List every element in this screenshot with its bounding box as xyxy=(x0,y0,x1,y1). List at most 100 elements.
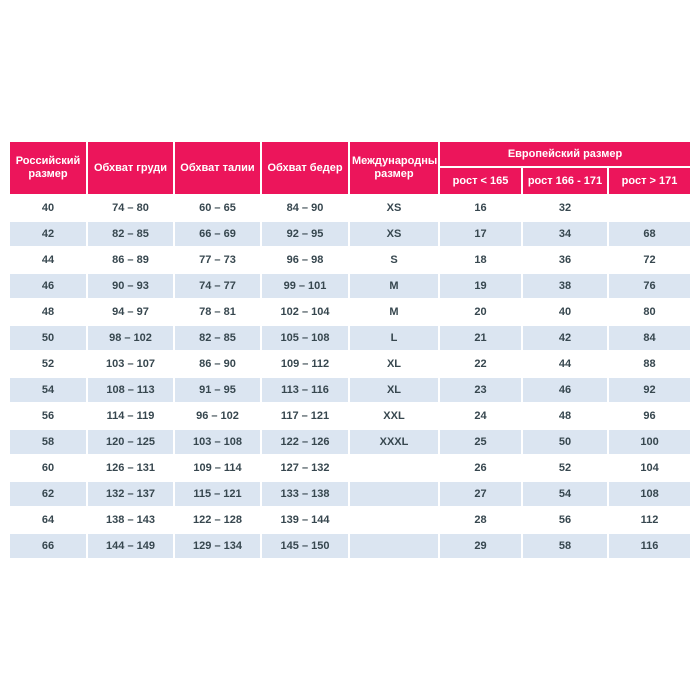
table-cell: 91 – 95 xyxy=(175,378,260,402)
table-cell: 48 xyxy=(10,300,86,324)
table-cell: 52 xyxy=(523,456,607,480)
table-cell: 19 xyxy=(440,274,521,298)
table-cell: 108 – 113 xyxy=(88,378,173,402)
table-cell: 60 – 65 xyxy=(175,196,260,220)
table-cell: L xyxy=(350,326,438,350)
table-row: 44 86 – 89 77 – 73 96 – 98 S 18 36 72 xyxy=(10,248,691,272)
table-cell: 74 – 77 xyxy=(175,274,260,298)
table-cell: 40 xyxy=(10,196,86,220)
table-cell: M xyxy=(350,300,438,324)
table-cell: 62 xyxy=(10,482,86,506)
table-row: 52 103 – 107 86 – 90 109 – 112 XL 22 44 88 xyxy=(10,352,691,376)
size-chart-container: Российский размер Обхват груди Обхват та… xyxy=(8,140,693,560)
header-height-166-171: рост 166 - 171 xyxy=(523,168,607,194)
table-cell: 48 xyxy=(523,404,607,428)
table-body: 40 74 – 80 60 – 65 84 – 90 XS 16 32 42 82 – 85 66… xyxy=(10,196,691,558)
table-cell: 26 xyxy=(440,456,521,480)
table-cell: 82 – 85 xyxy=(88,222,173,246)
table-cell: 129 – 134 xyxy=(175,534,260,558)
table-cell: 74 – 80 xyxy=(88,196,173,220)
table-cell: 103 – 108 xyxy=(175,430,260,454)
table-cell xyxy=(350,482,438,506)
header-russian-size: Российский размер xyxy=(10,142,86,194)
table-cell: S xyxy=(350,248,438,272)
table-cell: 127 – 132 xyxy=(262,456,348,480)
header-height-under-165: рост < 165 xyxy=(440,168,521,194)
table-cell: 133 – 138 xyxy=(262,482,348,506)
table-cell: 96 – 102 xyxy=(175,404,260,428)
table-cell: 139 – 144 xyxy=(262,508,348,532)
table-cell: 82 – 85 xyxy=(175,326,260,350)
table-cell: 94 – 97 xyxy=(88,300,173,324)
table-cell xyxy=(350,508,438,532)
table-cell: 16 xyxy=(440,196,521,220)
table-cell: 66 xyxy=(10,534,86,558)
table-cell: 78 – 81 xyxy=(175,300,260,324)
table-cell: 20 xyxy=(440,300,521,324)
table-cell: XXXL xyxy=(350,430,438,454)
table-cell: 90 – 93 xyxy=(88,274,173,298)
table-cell: 58 xyxy=(523,534,607,558)
table-cell: 92 xyxy=(609,378,691,402)
table-cell: 36 xyxy=(523,248,607,272)
table-cell: 109 – 112 xyxy=(262,352,348,376)
table-cell: 60 xyxy=(10,456,86,480)
table-cell: 54 xyxy=(523,482,607,506)
table-cell: 96 – 98 xyxy=(262,248,348,272)
table-cell: 126 – 131 xyxy=(88,456,173,480)
table-cell: 84 – 90 xyxy=(262,196,348,220)
table-row: 50 98 – 102 82 – 85 105 – 108 L 21 42 84 xyxy=(10,326,691,350)
table-row: 54 108 – 113 91 – 95 113 – 116 XL 23 46 92 xyxy=(10,378,691,402)
header-row-top: Российский размер Обхват груди Обхват та… xyxy=(10,142,691,194)
table-cell: 34 xyxy=(523,222,607,246)
table-cell: 104 xyxy=(609,456,691,480)
table-cell: 116 xyxy=(609,534,691,558)
table-cell: 72 xyxy=(609,248,691,272)
table-cell: 112 xyxy=(609,508,691,532)
table-cell: XL xyxy=(350,378,438,402)
table-cell: 29 xyxy=(440,534,521,558)
table-cell: 109 – 114 xyxy=(175,456,260,480)
table-row: 40 74 – 80 60 – 65 84 – 90 XS 16 32 xyxy=(10,196,691,220)
table-row: 46 90 – 93 74 – 77 99 – 101 M 19 38 76 xyxy=(10,274,691,298)
table-cell: 84 xyxy=(609,326,691,350)
table-cell: 18 xyxy=(440,248,521,272)
table-cell: 68 xyxy=(609,222,691,246)
table-row: 66 144 – 149 129 – 134 145 – 150 29 58 116 xyxy=(10,534,691,558)
table-cell: 46 xyxy=(523,378,607,402)
table-cell: 122 – 126 xyxy=(262,430,348,454)
table-cell: 27 xyxy=(440,482,521,506)
table-row: 42 82 – 85 66 – 69 92 – 95 XS 17 34 68 xyxy=(10,222,691,246)
table-cell: 21 xyxy=(440,326,521,350)
table-cell: 17 xyxy=(440,222,521,246)
table-cell: 44 xyxy=(523,352,607,376)
table-cell: 132 – 137 xyxy=(88,482,173,506)
table-cell: 114 – 119 xyxy=(88,404,173,428)
table-cell: 86 – 89 xyxy=(88,248,173,272)
table-cell: 88 xyxy=(609,352,691,376)
table-cell: 54 xyxy=(10,378,86,402)
table-cell: 32 xyxy=(523,196,607,220)
table-cell: 64 xyxy=(10,508,86,532)
table-cell: 46 xyxy=(10,274,86,298)
table-cell: 98 – 102 xyxy=(88,326,173,350)
header-european-size-group: Европейский размер xyxy=(440,142,691,166)
header-hips: Обхват бедер xyxy=(262,142,348,194)
table-cell: 22 xyxy=(440,352,521,376)
table-cell: 80 xyxy=(609,300,691,324)
size-table: Российский размер Обхват груди Обхват та… xyxy=(8,140,693,560)
table-row: 62 132 – 137 115 – 121 133 – 138 27 54 108 xyxy=(10,482,691,506)
table-cell: 108 xyxy=(609,482,691,506)
table-cell: 24 xyxy=(440,404,521,428)
table-cell: 76 xyxy=(609,274,691,298)
table-cell: 56 xyxy=(10,404,86,428)
header-waist: Обхват талии xyxy=(175,142,260,194)
table-cell: 58 xyxy=(10,430,86,454)
table-cell: 115 – 121 xyxy=(175,482,260,506)
table-row: 60 126 – 131 109 – 114 127 – 132 26 52 104 xyxy=(10,456,691,480)
table-cell: 42 xyxy=(10,222,86,246)
table-header: Российский размер Обхват груди Обхват та… xyxy=(10,142,691,194)
table-cell: 92 – 95 xyxy=(262,222,348,246)
table-cell xyxy=(350,534,438,558)
table-cell: 102 – 104 xyxy=(262,300,348,324)
